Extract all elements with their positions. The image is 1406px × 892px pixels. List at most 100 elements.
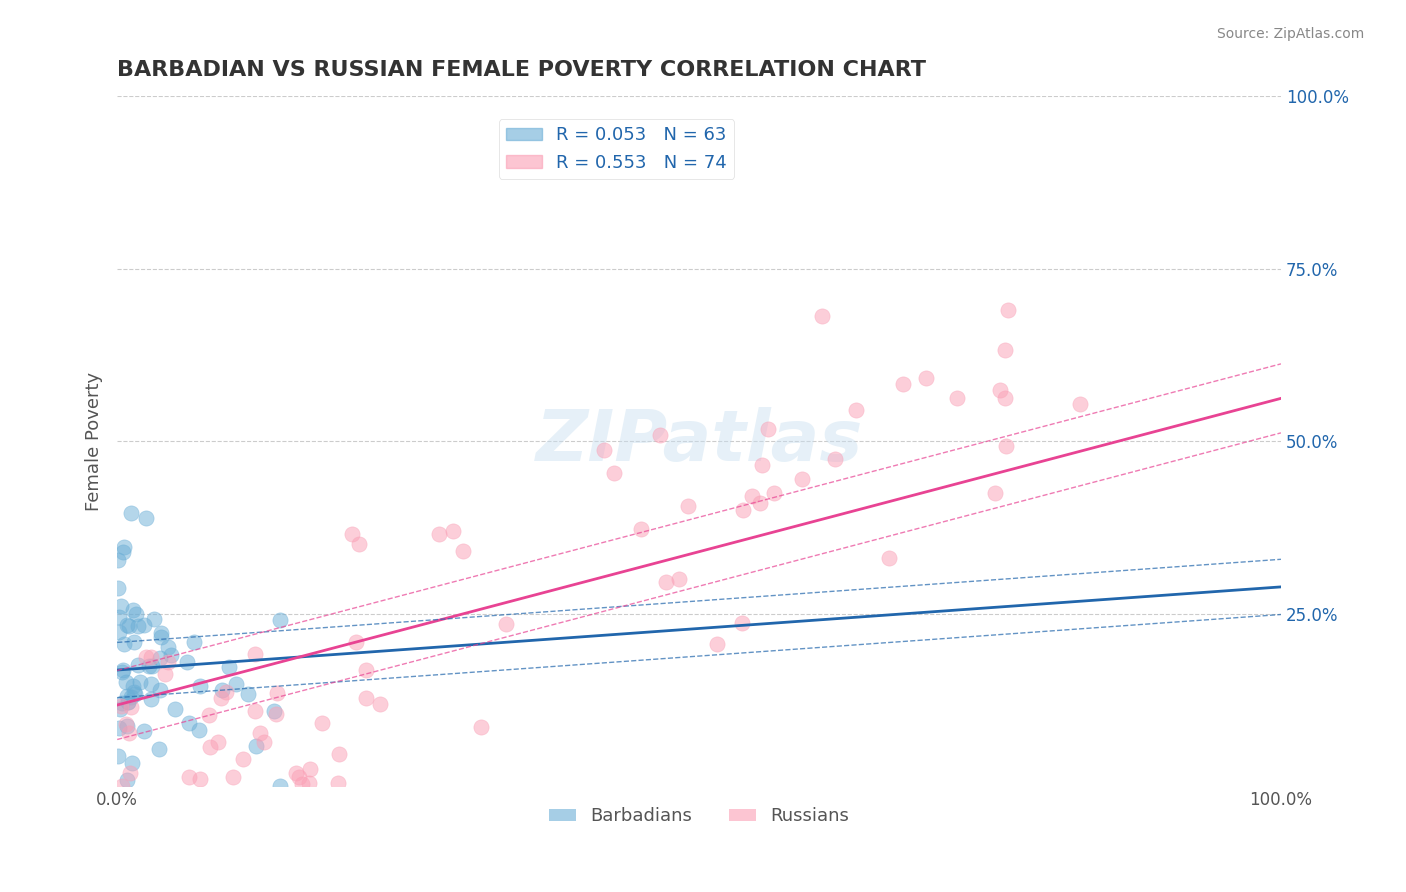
Russians (153, 667, 176, 681)
Barbadians (149, 651, 172, 665)
Russians (676, 499, 699, 513)
Barbadians (120, 690, 142, 704)
Russians (441, 524, 464, 538)
Barbadians (139, 677, 162, 691)
Russians (995, 439, 1018, 453)
Russians (593, 443, 616, 458)
Russians (603, 466, 626, 480)
Barbadians (149, 630, 172, 644)
Barbadians (117, 772, 139, 787)
Russians (655, 574, 678, 589)
Russians (427, 526, 450, 541)
Barbadians (211, 683, 233, 698)
Russians (470, 720, 492, 734)
Russians (298, 776, 321, 790)
Barbadians (132, 724, 155, 739)
Russians (730, 615, 752, 630)
Russians (997, 302, 1019, 317)
Russians (648, 428, 671, 442)
Russians (311, 716, 333, 731)
Russians (198, 707, 221, 722)
Russians (266, 686, 288, 700)
Barbadians (122, 634, 145, 648)
Barbadians (156, 640, 179, 655)
Russians (110, 698, 132, 713)
Y-axis label: Female Poverty: Female Poverty (86, 372, 103, 511)
Russians (994, 343, 1017, 357)
Russians (356, 663, 378, 677)
Russians (243, 704, 266, 718)
Barbadians (110, 701, 132, 715)
Russians (751, 458, 773, 473)
Barbadians (127, 619, 149, 633)
Russians (252, 735, 274, 749)
Russians (668, 572, 690, 586)
Russians (285, 765, 308, 780)
Russians (741, 489, 763, 503)
Text: BARBADIAN VS RUSSIAN FEMALE POVERTY CORRELATION CHART: BARBADIAN VS RUSSIAN FEMALE POVERTY CORR… (117, 60, 927, 79)
Barbadians (127, 658, 149, 673)
Russians (215, 685, 238, 699)
Barbadians (177, 715, 200, 730)
Barbadians (245, 739, 267, 754)
Russians (368, 697, 391, 711)
Russians (810, 309, 832, 323)
Russians (733, 503, 755, 517)
Barbadians (115, 618, 138, 632)
Russians (179, 770, 201, 784)
Russians (706, 637, 728, 651)
Russians (340, 527, 363, 541)
Russians (790, 472, 813, 486)
Russians (983, 486, 1005, 500)
Russians (120, 700, 142, 714)
Russians (748, 496, 770, 510)
Barbadians (111, 696, 134, 710)
Russians (111, 780, 134, 794)
Barbadians (122, 685, 145, 699)
Barbadians (143, 612, 166, 626)
Barbadians (108, 609, 131, 624)
Barbadians (141, 691, 163, 706)
Barbadians (148, 742, 170, 756)
Barbadians (138, 658, 160, 673)
Barbadians (183, 635, 205, 649)
Russians (249, 726, 271, 740)
Barbadians (269, 780, 291, 794)
Barbadians (263, 704, 285, 718)
Russians (762, 486, 785, 500)
Russians (354, 690, 377, 705)
Russians (139, 649, 162, 664)
Barbadians (134, 618, 156, 632)
Barbadians (135, 511, 157, 525)
Barbadians (107, 553, 129, 567)
Russians (156, 655, 179, 669)
Russians (346, 635, 368, 649)
Russians (288, 770, 311, 784)
Barbadians (118, 618, 141, 632)
Barbadians (107, 748, 129, 763)
Barbadians (112, 663, 135, 677)
Russians (190, 772, 212, 786)
Barbadians (120, 506, 142, 520)
Barbadians (150, 626, 173, 640)
Russians (222, 770, 245, 784)
Russians (946, 391, 969, 405)
Barbadians (176, 655, 198, 669)
Russians (1069, 397, 1091, 411)
Russians (291, 777, 314, 791)
Barbadians (111, 545, 134, 559)
Russians (824, 452, 846, 467)
Barbadians (124, 607, 146, 621)
Barbadians (110, 665, 132, 680)
Russians (198, 739, 221, 754)
Russians (207, 735, 229, 749)
Barbadians (122, 603, 145, 617)
Russians (243, 647, 266, 661)
Russians (914, 371, 936, 385)
Barbadians (188, 679, 211, 693)
Barbadians (110, 599, 132, 614)
Russians (630, 522, 652, 536)
Russians (328, 747, 350, 761)
Barbadians (117, 695, 139, 709)
Barbadians (149, 683, 172, 698)
